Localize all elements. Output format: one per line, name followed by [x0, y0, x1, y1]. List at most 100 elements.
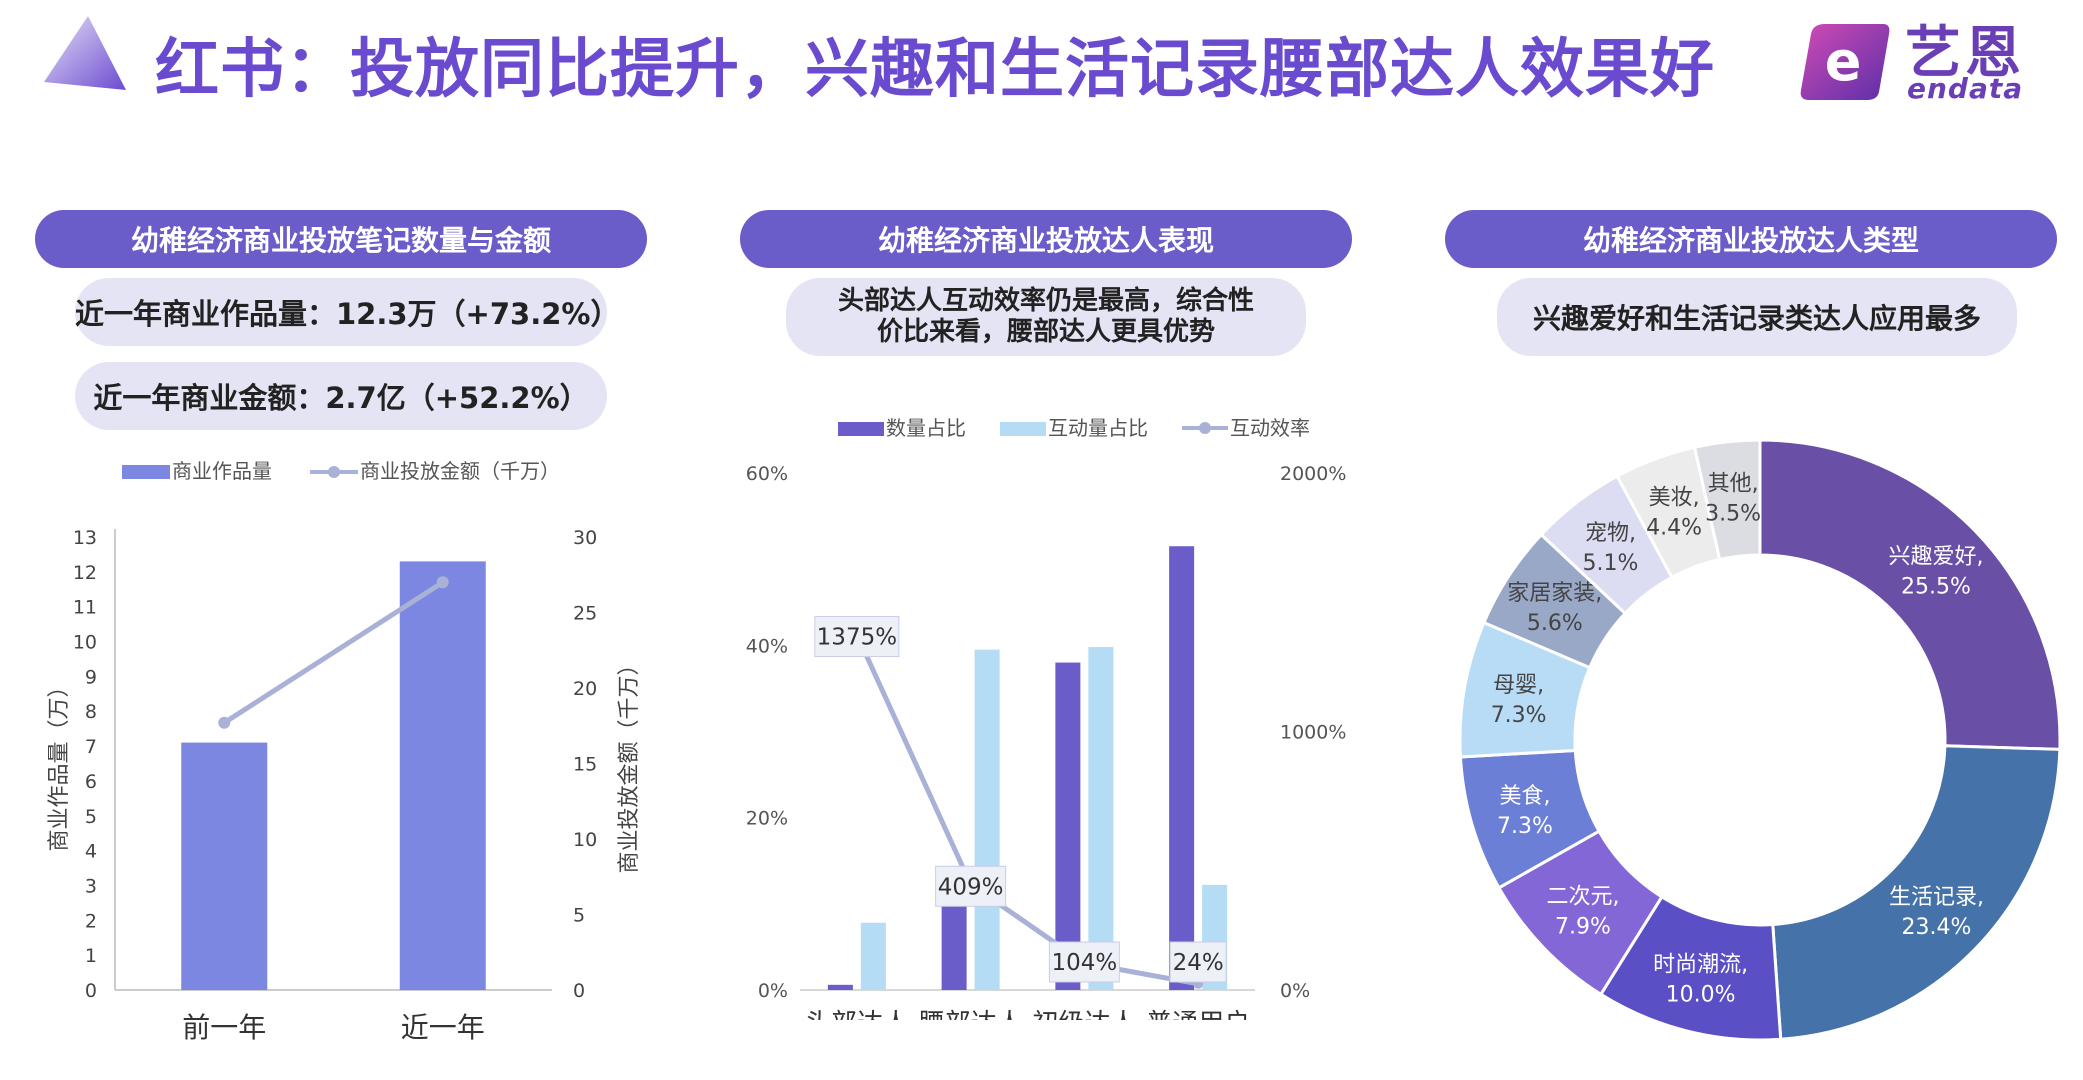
slice-percent: 25.5%: [1901, 575, 1971, 600]
y-tick-label: 8: [85, 701, 97, 723]
bar-count-share: [1055, 662, 1081, 990]
svg-text:e: e: [1825, 30, 1862, 93]
slice-percent: 7.3%: [1497, 814, 1553, 839]
y-tick-label: 40%: [746, 635, 788, 657]
page-title: 红书：投放同比提升，兴趣和生活记录腰部达人效果好: [155, 33, 1715, 107]
legend-swatch-interaction: [1000, 422, 1046, 436]
slice-label: 时尚潮流,: [1653, 953, 1748, 978]
logo-mark: e: [1800, 24, 1890, 100]
panel2-header: 幼稚经济商业投放达人表现: [740, 210, 1352, 268]
y-tick-label: 13: [73, 527, 97, 549]
panel1-header: 幼稚经济商业投放笔记数量与金额: [35, 210, 647, 268]
y2-tick-label: 15: [573, 754, 597, 776]
y-tick-label: 9: [85, 666, 97, 688]
x-tick-label: 普通用户: [1146, 1009, 1250, 1020]
panel1-stat-volume: 近一年商业作品量：12.3万（+73.2%）: [75, 278, 619, 346]
y-tick-label: 2: [85, 910, 97, 932]
slice-percent: 7.9%: [1555, 914, 1611, 939]
y2-tick-label: 5: [573, 905, 585, 927]
efficiency-label-box: [1169, 941, 1227, 983]
legend-marker-efficiency: [1199, 422, 1211, 434]
y-tick-label: 20%: [746, 808, 788, 830]
efficiency-data-label: 409%: [938, 874, 1004, 900]
efficiency-label-box: [1048, 941, 1120, 983]
y-tick-label: 0%: [758, 980, 788, 1002]
slice-label: 美食,: [1499, 784, 1550, 809]
y-tick-label: 11: [73, 597, 97, 619]
y-axis-title: 商业作品量（万）: [47, 675, 72, 851]
bar-interaction-share: [1088, 647, 1114, 990]
y-tick-label: 7: [85, 736, 97, 758]
y2-tick-label: 0%: [1280, 980, 1310, 1002]
donut-slice: [1758, 438, 2062, 751]
slice-label: 宠物,: [1585, 521, 1636, 546]
slice-percent: 4.4%: [1646, 516, 1702, 541]
legend-label-line: 商业投放金额（千万）: [360, 459, 560, 483]
legend-label-interaction: 互动量占比: [1048, 416, 1148, 440]
donut-slice: [1692, 438, 1762, 562]
donut-slice: [1771, 744, 2062, 1040]
slice-label: 其他,: [1708, 471, 1759, 496]
y2-tick-label: 30: [573, 527, 597, 549]
title-decoration: [44, 16, 126, 90]
efficiency-data-label: 104%: [1051, 950, 1117, 976]
line-efficiency: [854, 633, 1199, 987]
bar-interaction-share: [974, 649, 1000, 990]
slice-label: 生活记录,: [1889, 885, 1984, 910]
efficiency-label-box: [814, 616, 900, 658]
y2-axis-title: 商业投放金额（千万）: [617, 653, 642, 873]
y-tick-label: 60%: [746, 463, 788, 485]
panel1-stat-amount: 近一年商业金额：2.7亿（+52.2%）: [75, 362, 607, 430]
slice-label: 二次元,: [1546, 884, 1619, 909]
line-amount: [222, 580, 445, 725]
y-tick-label: 1: [85, 945, 97, 967]
legend-label-bar: 商业作品量: [172, 459, 272, 483]
chart-influencer-types: 兴趣爱好, 25.5% 生活记录, 23.4% 时尚潮流, 10.0% 二次元, 7.9% 美食…: [1458, 438, 2062, 1040]
y-tick-label: 12: [73, 562, 97, 584]
y2-tick-label: 20: [573, 678, 597, 700]
panel3-header: 幼稚经济商业投放达人类型: [1445, 210, 2057, 268]
efficiency-data-label: 24%: [1173, 950, 1224, 976]
x-tick-label: 腰部达人: [919, 1009, 1023, 1020]
y2-tick-label: 25: [573, 603, 597, 625]
panel2-note: 头部达人互动效率仍是最高，综合性价比来看，腰部达人更具优势: [786, 278, 1306, 356]
y2-tick-label: 0: [573, 980, 585, 1002]
y-tick-label: 5: [85, 806, 97, 828]
slice-label: 家居家装,: [1507, 581, 1602, 606]
point-amount: [218, 716, 231, 729]
legend-marker-line: [328, 466, 340, 478]
point-amount: [436, 576, 449, 589]
efficiency-label-box: [935, 865, 1007, 907]
slice-percent: 5.1%: [1582, 551, 1638, 576]
legend-swatch-bar: [122, 465, 170, 479]
slice-percent: 23.4%: [1902, 915, 1972, 940]
panel3-note: 兴趣爱好和生活记录类达人应用最多: [1497, 278, 2017, 356]
x-tick-label: 初级达人: [1032, 1009, 1136, 1020]
slice-label: 兴趣爱好,: [1888, 545, 1983, 570]
x-tick-label: 头部达人: [805, 1009, 909, 1020]
bar-count-share: [941, 903, 967, 990]
legend-label-count: 数量占比: [886, 416, 966, 440]
slice-percent: 7.3%: [1491, 703, 1547, 728]
bar-volume: [399, 561, 486, 990]
logo-text-cn: 艺恩: [1905, 21, 2025, 86]
y2-tick-label: 10: [573, 829, 597, 851]
bar-interaction-share: [860, 922, 886, 990]
bar-count-share: [1169, 546, 1195, 990]
bar-volume: [181, 742, 268, 990]
chart-influencer-performance: 数量占比 互动量占比 互动效率 0% 20% 40% 60% 0% 1000% 2000% 头部达人…: [746, 416, 1347, 1020]
slice-label: 美妆,: [1649, 486, 1700, 511]
x-tick-label: 近一年: [401, 1011, 485, 1044]
efficiency-data-label: 1375%: [817, 625, 897, 651]
y-tick-label: 0: [85, 980, 97, 1002]
slice-label: 母婴,: [1493, 673, 1544, 698]
chart-volume-amount: 商业作品量 商业投放金额（千万）0123456789101112130510152…: [47, 459, 642, 1044]
endata-logo: e 艺恩 endata: [1795, 14, 2055, 114]
y2-tick-label: 1000%: [1280, 722, 1346, 744]
x-tick-label: 前一年: [182, 1011, 266, 1044]
slice-percent: 3.5%: [1705, 501, 1761, 526]
slice-percent: 5.6%: [1527, 611, 1583, 636]
y-tick-label: 6: [85, 771, 97, 793]
legend-label-efficiency: 互动效率: [1230, 416, 1310, 440]
bar-count-share: [827, 984, 853, 990]
